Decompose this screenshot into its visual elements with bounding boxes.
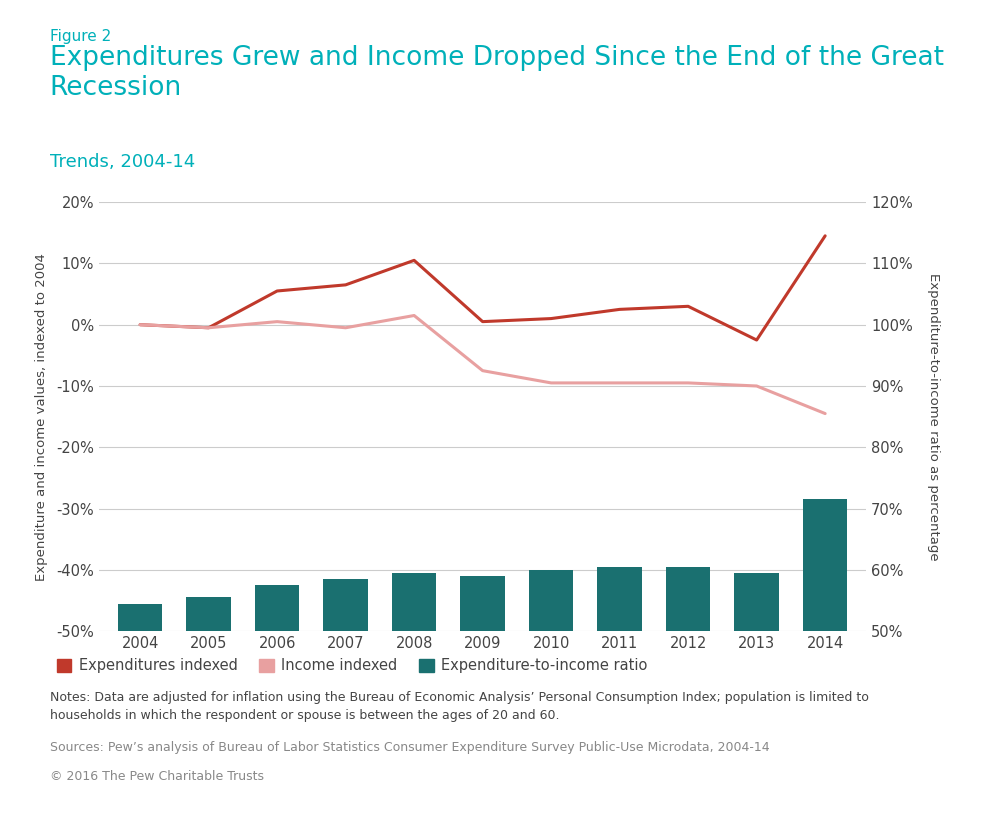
- Text: Notes: Data are adjusted for inflation using the Bureau of Economic Analysis’ Pe: Notes: Data are adjusted for inflation u…: [50, 691, 868, 705]
- Text: © 2016 The Pew Charitable Trusts: © 2016 The Pew Charitable Trusts: [50, 770, 263, 783]
- Text: households in which the respondent or spouse is between the ages of 20 and 60.: households in which the respondent or sp…: [50, 710, 559, 723]
- Bar: [460, 576, 505, 631]
- Y-axis label: Expenditure and income values, indexed to 2004: Expenditure and income values, indexed t…: [35, 252, 48, 581]
- Bar: [392, 573, 437, 631]
- Bar: [186, 597, 231, 631]
- Y-axis label: Expenditure-to-income ratio as percentage: Expenditure-to-income ratio as percentag…: [927, 273, 940, 560]
- Bar: [666, 567, 711, 631]
- Text: Sources: Pew’s analysis of Bureau of Labor Statistics Consumer Expenditure Surve: Sources: Pew’s analysis of Bureau of Lab…: [50, 741, 769, 754]
- Legend: Expenditures indexed, Income indexed, Expenditure-to-income ratio: Expenditures indexed, Income indexed, Ex…: [56, 658, 647, 673]
- Bar: [597, 567, 642, 631]
- Bar: [118, 604, 162, 631]
- Text: Expenditures Grew and Income Dropped Since the End of the Great
Recession: Expenditures Grew and Income Dropped Sin…: [50, 45, 943, 101]
- Bar: [735, 573, 779, 631]
- Text: Figure 2: Figure 2: [50, 29, 111, 44]
- Bar: [803, 499, 847, 631]
- Bar: [254, 585, 299, 631]
- Bar: [529, 570, 573, 631]
- Text: Trends, 2004-14: Trends, 2004-14: [50, 153, 195, 171]
- Bar: [324, 579, 368, 631]
